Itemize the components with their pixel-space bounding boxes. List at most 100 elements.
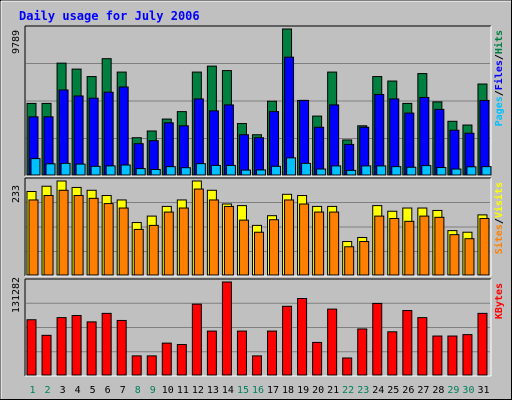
kbytes-kbytes-bar-13	[206, 330, 217, 376]
kbytes-kbytes-bar-7-fill	[116, 319, 127, 376]
visits-sites-bar-30	[464, 238, 475, 276]
kbytes-kbytes-bar-26	[402, 310, 413, 376]
panel-visits: 233 Sites/Visits	[11, 177, 505, 277]
visits-sites-bar-2	[43, 195, 54, 276]
hits-pages-bar-1-fill	[30, 158, 41, 176]
hits-files-bar-20	[314, 126, 325, 176]
hits-files-bar-25	[389, 98, 400, 176]
x-tick-label-11: 11	[177, 385, 189, 396]
hits-pages-bar-10	[165, 166, 176, 176]
visits-sites-bar-10	[163, 211, 174, 276]
visits-sites-bar-27-fill	[419, 215, 430, 276]
visits-sites-bar-11-fill	[178, 207, 189, 276]
hits-files-bar-7	[118, 86, 129, 176]
hits-files-bar-3	[58, 89, 69, 176]
x-tick-label-26: 26	[402, 385, 414, 396]
hits-files-bar-7-fill	[118, 86, 129, 176]
hits-pages-bar-26	[406, 166, 417, 176]
kbytes-kbytes-bar-24	[372, 302, 383, 376]
kbytes-kbytes-bar-3-fill	[56, 317, 67, 376]
hits-pages-bar-19-fill	[301, 162, 312, 176]
kbytes-kbytes-bar-29	[447, 335, 458, 376]
kbytes-kbytes-bar-5-fill	[86, 321, 97, 376]
hits-files-bar-27	[419, 96, 430, 176]
x-tick-labels: 1 2 3 4 5 6 7 8 9 10 11 12 13 14 15 16 17 18 19 20 21 22 23 24 2…	[30, 385, 490, 396]
kbytes-kbytes-bar-12-fill	[191, 303, 202, 376]
kbytes-kbytes-bar-28	[432, 335, 443, 376]
hits-pages-bar-19	[301, 162, 312, 176]
x-tick-label-3: 3	[60, 385, 66, 396]
visits-sites-bar-17-fill	[269, 219, 280, 276]
hits-pages-bar-12	[195, 163, 206, 176]
hits-pages-bar-22-fill	[346, 169, 357, 176]
visits-sites-bar-15-fill	[238, 219, 249, 276]
kbytes-kbytes-bar-27	[417, 317, 428, 376]
x-tick-label-28: 28	[432, 385, 444, 396]
kbytes-kbytes-bar-11-fill	[176, 344, 187, 376]
hits-files-bar-15-fill	[238, 134, 249, 176]
visits-sites-bar-7	[118, 207, 129, 276]
hits-pages-bar-3	[60, 162, 71, 176]
hits-pages-bar-27-fill	[421, 165, 432, 176]
visits-sites-bar-31-fill	[479, 218, 490, 276]
visits-legend: Sites/Visits	[493, 182, 505, 254]
kbytes-legend: KBytes	[494, 283, 505, 319]
kbytes-kbytes-bar-16	[251, 355, 262, 376]
hits-pages-bar-16-fill	[255, 169, 266, 176]
hits-pages-bar-21	[331, 165, 342, 176]
kbytes-kbytes-bar-31-fill	[477, 312, 488, 376]
hits-pages-bar-30-fill	[466, 166, 477, 176]
kbytes-kbytes-bar-25	[387, 331, 398, 376]
kbytes-kbytes-bar-8	[131, 355, 142, 376]
kbytes-kbytes-bar-1-fill	[26, 319, 37, 376]
hits-pages-bar-24-fill	[376, 165, 387, 176]
kbytes-kbytes-bar-15-fill	[236, 330, 247, 376]
visits-legend-item-2: /	[494, 218, 505, 224]
visits-sites-bar-8-fill	[133, 228, 144, 276]
visits-sites-bar-26	[404, 220, 415, 276]
x-tick-label-23: 23	[357, 385, 369, 396]
visits-sites-bar-30-fill	[464, 238, 475, 276]
x-tick-label-18: 18	[282, 385, 294, 396]
kbytes-kbytes-bar-31	[477, 312, 488, 376]
hits-files-bar-28	[434, 108, 445, 176]
x-tick-label-5: 5	[90, 385, 96, 396]
kbytes-kbytes-bar-27-fill	[417, 317, 428, 376]
kbytes-kbytes-bar-30-fill	[462, 334, 473, 376]
chart-panels: 9789Pages/Files/Hits233Sites/Visits13128…	[11, 25, 505, 377]
hits-legend-item-5: Hits	[493, 30, 505, 54]
hits-pages-bar-16	[255, 169, 266, 176]
hits-pages-bar-12-fill	[195, 163, 206, 176]
hits-pages-bar-30	[466, 166, 477, 176]
hits-files-bar-24	[374, 93, 385, 176]
hits-pages-bar-15	[240, 169, 251, 176]
hits-files-bar-20-fill	[314, 126, 325, 176]
kbytes-kbytes-bar-21	[327, 308, 338, 376]
hits-pages-bar-26-fill	[406, 166, 417, 176]
visits-sites-bar-25	[389, 218, 400, 276]
kbytes-kbytes-bar-22	[342, 357, 353, 376]
hits-files-bar-25-fill	[389, 98, 400, 176]
hits-pages-bar-28	[436, 167, 447, 176]
hits-pages-bar-2	[45, 163, 56, 176]
visits-sites-bar-31	[479, 218, 490, 276]
hits-pages-bar-4-fill	[75, 163, 86, 176]
hits-pages-bar-15-fill	[240, 169, 251, 176]
hits-pages-bar-25-fill	[391, 166, 402, 176]
kbytes-kbytes-bar-4	[71, 314, 82, 376]
hits-files-bar-14	[223, 104, 234, 176]
hits-pages-bar-6	[105, 165, 116, 176]
hits-pages-bar-27	[421, 165, 432, 176]
x-tick-label-15: 15	[237, 385, 249, 396]
visits-sites-bar-1	[28, 199, 39, 276]
hits-pages-bar-5	[90, 165, 101, 176]
hits-files-bar-18	[284, 56, 295, 176]
hits-pages-bar-23-fill	[361, 165, 372, 176]
kbytes-kbytes-bar-17-fill	[267, 330, 278, 376]
visits-sites-bar-19	[299, 203, 310, 276]
hits-files-bar-27-fill	[419, 96, 430, 176]
visits-legend-item-1: Sites	[493, 224, 505, 254]
hits-pages-bar-21-fill	[331, 165, 342, 176]
hits-pages-bar-5-fill	[90, 165, 101, 176]
